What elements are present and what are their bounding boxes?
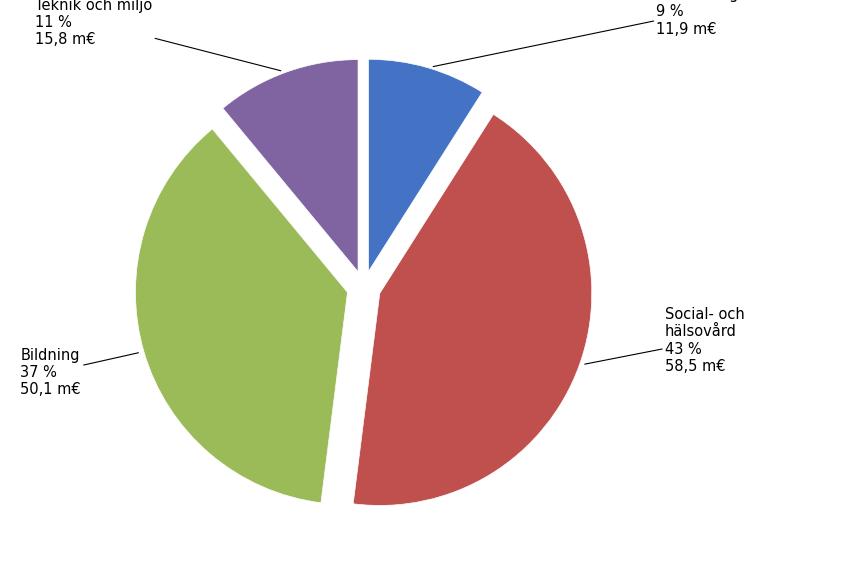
Wedge shape bbox=[354, 114, 591, 505]
Wedge shape bbox=[135, 129, 348, 503]
Text: Bildning
37 %
50,1 m€: Bildning 37 % 50,1 m€ bbox=[21, 347, 139, 398]
Text: Förvaltning
9 %
11,9 m€: Förvaltning 9 % 11,9 m€ bbox=[433, 0, 739, 67]
Text: Social- och
hälsovård
43 %
58,5 m€: Social- och hälsovård 43 % 58,5 m€ bbox=[585, 307, 745, 374]
Wedge shape bbox=[369, 59, 482, 271]
Wedge shape bbox=[223, 60, 358, 272]
Text: Teknik och miljö
11 %
15,8 m€: Teknik och miljö 11 % 15,8 m€ bbox=[35, 0, 281, 70]
